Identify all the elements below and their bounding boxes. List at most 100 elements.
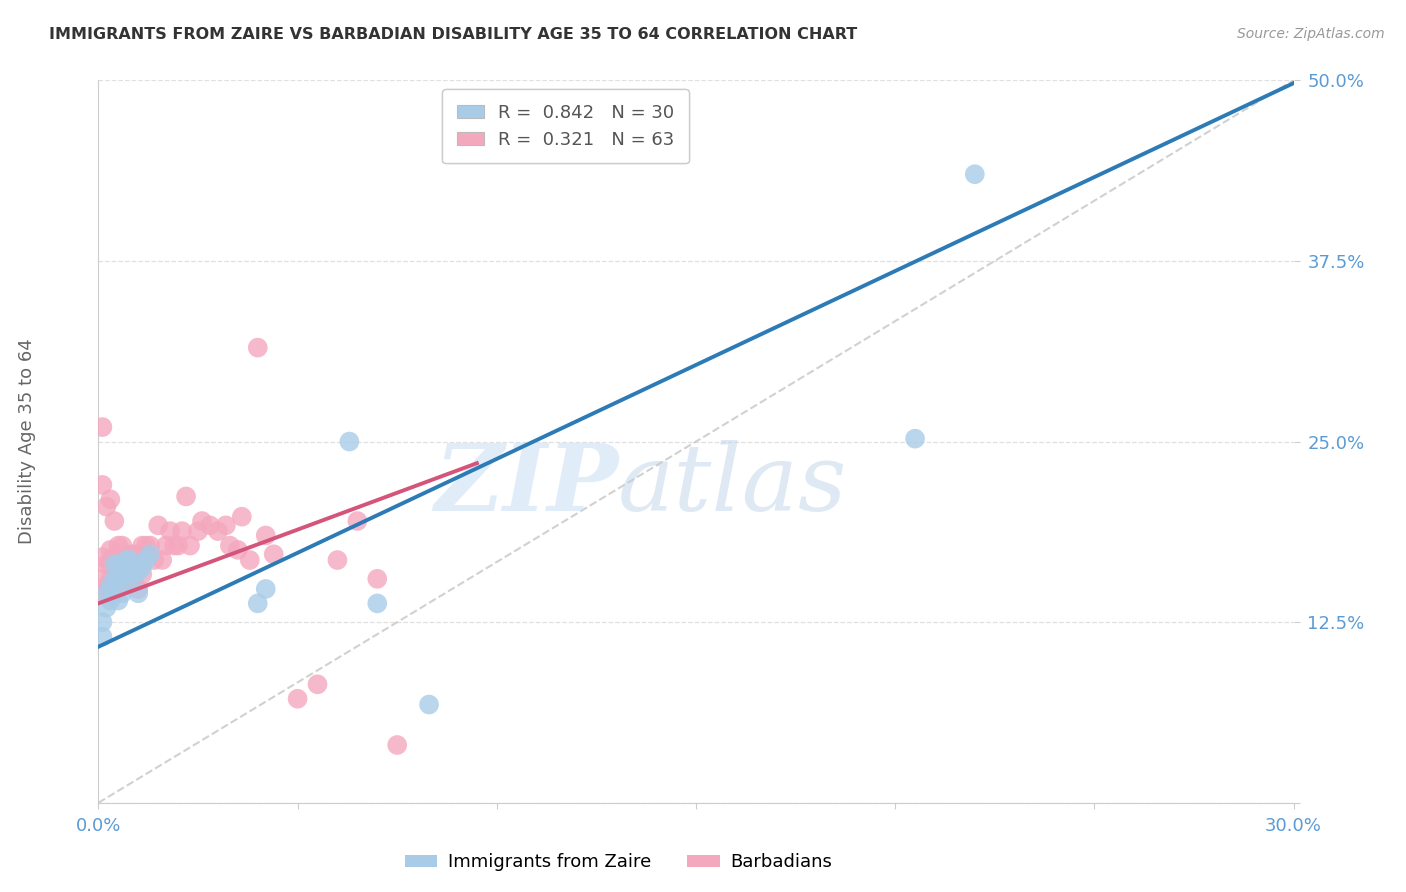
Point (96, 558, 118, 572)
Point (246, 341, 269, 355)
Point (198, 518, 221, 533)
Point (287, 691, 309, 706)
Point (385, 738, 409, 752)
Point (107, 558, 129, 572)
Point (159, 524, 181, 538)
Point (187, 524, 209, 538)
Point (263, 547, 285, 561)
Point (191, 514, 214, 528)
Point (124, 567, 146, 582)
Point (127, 565, 149, 579)
Point (124, 567, 146, 582)
Point (131, 560, 153, 574)
Point (111, 562, 134, 576)
Text: ZIP: ZIP (434, 440, 619, 530)
Point (103, 514, 125, 528)
Y-axis label: Disability Age 35 to 64: Disability Age 35 to 64 (18, 339, 37, 544)
Point (111, 565, 134, 579)
Point (96, 579, 118, 593)
Point (231, 509, 253, 524)
Point (418, 698, 440, 712)
Point (120, 553, 142, 567)
Point (98, 558, 122, 572)
Point (179, 539, 201, 553)
Point (107, 565, 129, 579)
Point (139, 539, 162, 553)
Point (326, 553, 349, 567)
Point (215, 518, 238, 533)
Point (107, 572, 129, 586)
Point (91, 615, 114, 630)
Point (163, 539, 186, 553)
Point (127, 586, 149, 600)
Point (96, 586, 118, 600)
Point (96, 500, 118, 514)
Point (120, 547, 142, 561)
Point (226, 542, 249, 557)
Point (107, 593, 129, 607)
Point (98, 579, 122, 593)
Point (98, 593, 122, 607)
Point (91, 586, 114, 600)
Point (91, 478, 114, 492)
Point (91, 420, 114, 434)
Point (103, 572, 125, 586)
Point (111, 576, 134, 591)
Point (346, 514, 368, 528)
Text: atlas: atlas (619, 440, 848, 530)
Point (98, 572, 122, 586)
Point (127, 558, 149, 572)
Point (339, 434, 361, 449)
Point (98, 542, 122, 557)
Point (150, 553, 173, 567)
Legend: R =  0.842   N = 30, R =  0.321   N = 63: R = 0.842 N = 30, R = 0.321 N = 63 (441, 89, 689, 163)
Point (139, 547, 162, 561)
Point (127, 582, 149, 596)
Point (131, 567, 153, 582)
Point (115, 550, 138, 565)
Point (246, 596, 269, 610)
Point (219, 539, 242, 553)
Point (111, 586, 134, 600)
Legend: Immigrants from Zaire, Barbadians: Immigrants from Zaire, Barbadians (398, 847, 839, 879)
Point (103, 558, 125, 572)
Point (963, 167, 986, 181)
Point (174, 490, 197, 504)
Point (103, 550, 125, 565)
Point (96, 600, 118, 615)
Point (167, 539, 190, 553)
Text: Source: ZipAtlas.com: Source: ZipAtlas.com (1237, 27, 1385, 41)
Point (172, 524, 194, 538)
Point (207, 524, 229, 538)
Point (107, 553, 129, 567)
Point (254, 582, 277, 596)
Point (103, 572, 125, 586)
Text: IMMIGRANTS FROM ZAIRE VS BARBADIAN DISABILITY AGE 35 TO 64 CORRELATION CHART: IMMIGRANTS FROM ZAIRE VS BARBADIAN DISAB… (49, 27, 858, 42)
Point (143, 553, 166, 567)
Point (91, 630, 114, 644)
Point (111, 539, 134, 553)
Point (115, 567, 138, 582)
Point (124, 547, 146, 561)
Point (115, 553, 138, 567)
Point (135, 539, 157, 553)
Point (115, 572, 138, 586)
Point (107, 539, 129, 553)
Point (131, 539, 153, 553)
Point (120, 565, 142, 579)
Point (135, 553, 157, 567)
Point (366, 596, 388, 610)
Point (89, 572, 111, 586)
Point (307, 677, 329, 691)
Point (98, 492, 122, 507)
Point (239, 553, 262, 567)
Point (148, 518, 170, 533)
Point (904, 432, 927, 446)
Point (254, 528, 277, 542)
Point (107, 582, 129, 596)
Point (120, 576, 142, 591)
Point (103, 586, 125, 600)
Point (155, 539, 177, 553)
Point (91, 550, 114, 565)
Point (366, 572, 388, 586)
